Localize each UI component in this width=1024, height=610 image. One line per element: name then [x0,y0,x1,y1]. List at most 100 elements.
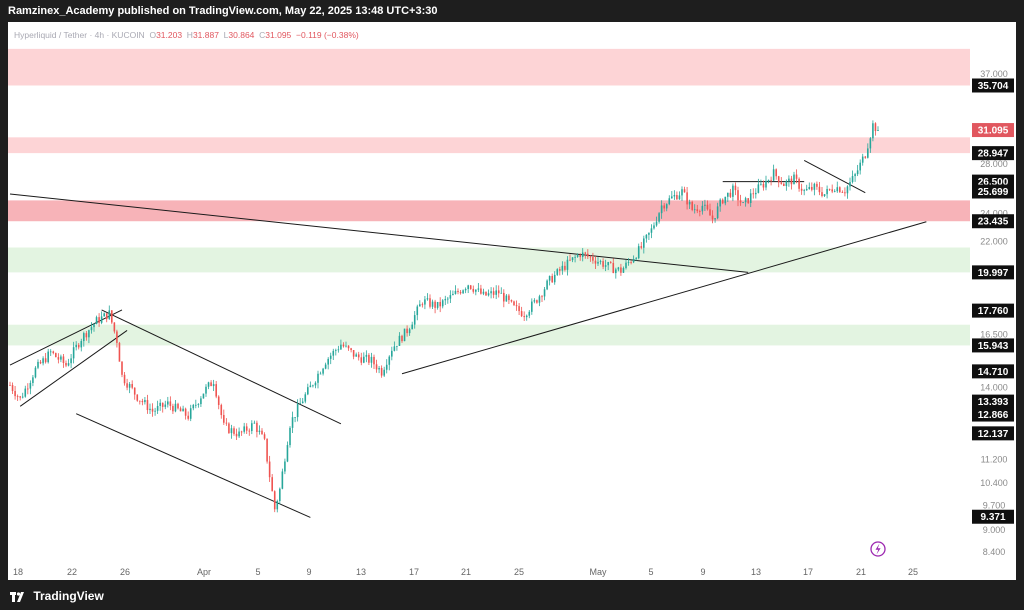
candle [294,417,296,423]
candle [785,179,788,191]
candle [141,398,144,406]
trendline-5[interactable] [75,413,311,518]
candle [867,143,869,159]
candle [452,290,454,296]
candle [767,179,770,184]
candle [169,396,172,411]
candle [207,381,210,390]
x-tick-label: 21 [461,567,471,577]
trendline-3[interactable] [9,309,123,366]
candle [732,183,734,202]
candle [668,195,671,206]
y-axis-ticks: 37.000 28.000 24.000 22.000 16.500 14.000 11.2… [980,69,1008,557]
candle [765,175,767,191]
candle [655,216,658,227]
candle [729,188,732,199]
candle [21,392,24,399]
candle [251,420,253,435]
candle [200,396,202,408]
candle [235,428,238,440]
candle [85,331,88,341]
candle [635,256,637,261]
candle [447,296,449,304]
x-tick-label: 26 [120,567,130,577]
candle [88,329,90,344]
x-tick-label: 21 [856,567,866,577]
x-tick-label: May [589,567,607,577]
x-tick-label: 25 [514,567,524,577]
candle [296,399,299,422]
candle [637,243,640,260]
candle [559,266,561,276]
candle [324,362,327,370]
candle [704,199,706,212]
price-label: 15.943 [972,338,1014,353]
candle [116,329,118,348]
price-label: 31.095 [972,123,1014,138]
x-tick-label: 5 [255,567,260,577]
candle [179,406,182,412]
candle [599,259,602,265]
candle [187,411,189,421]
svg-text:12.137: 12.137 [978,429,1009,440]
candle [497,285,500,298]
candle [836,181,839,193]
candle [47,348,49,364]
candle [480,284,482,295]
price-chart[interactable]: 37.000 28.000 24.000 22.000 16.500 14.000 11.2… [8,22,1016,580]
candle [485,291,487,297]
candle [192,403,195,411]
candle [584,251,587,259]
candle [602,258,604,270]
candle [696,204,699,214]
bolt-icon[interactable] [870,541,886,557]
candle [419,300,421,307]
legend-high-label: H [186,30,193,40]
trendline-1[interactable] [401,221,927,375]
candle [100,311,103,325]
candle [536,299,538,304]
price-label: 17.760 [972,303,1014,318]
y-tick-label: 11.200 [981,454,1008,464]
x-tick-label: 13 [356,567,366,577]
x-tick-label: 9 [306,567,311,577]
candle [576,253,579,258]
candle [798,177,800,192]
candle [864,155,867,159]
footer-brand[interactable]: TradingView [33,589,104,603]
candle [650,224,653,239]
candle [136,394,139,402]
candle [345,341,347,348]
candle [90,322,93,334]
candle [108,305,111,320]
candle [391,346,393,361]
candle [777,175,780,188]
trendline-4[interactable] [101,309,342,425]
candle [803,188,805,196]
x-tick-label: Apr [197,567,211,577]
candle [543,286,546,301]
price-label: 14.710 [972,364,1014,379]
candle [304,392,307,404]
svg-text:35.704: 35.704 [978,81,1009,92]
candle [523,311,525,322]
candle [256,420,258,438]
candle [482,288,485,296]
candle [319,371,322,375]
candle [164,400,167,410]
candle [795,169,798,184]
candle [869,137,872,153]
candle [441,299,444,309]
candle [592,252,594,264]
candle [248,428,251,436]
price-label: 13.393 [972,394,1014,409]
trendline-2[interactable] [19,330,128,407]
trendline-7[interactable] [803,159,866,194]
candle [34,366,37,379]
candle [678,191,681,200]
candle [861,153,864,166]
candle [317,370,319,389]
trendline-0[interactable] [9,193,749,273]
candle [571,257,574,263]
candle [612,258,615,274]
